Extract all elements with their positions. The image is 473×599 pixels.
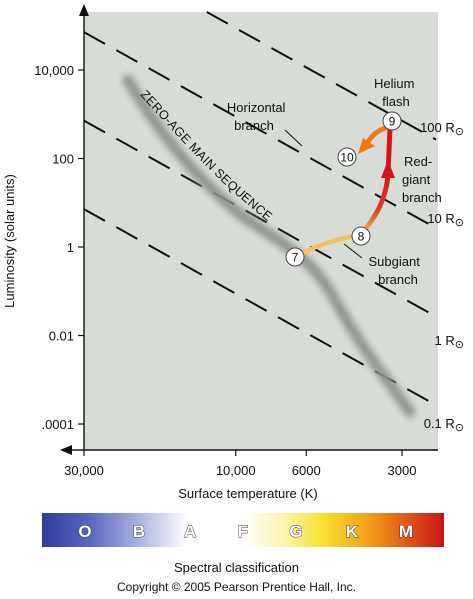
subgiant-branch-label: Subgiant branch — [369, 254, 424, 287]
y-tick-label: 100 — [52, 152, 74, 167]
stage-marker-label: 8 — [358, 230, 365, 244]
y-tick-label: 1 — [67, 240, 74, 255]
radius-label: 1 R⊙ — [435, 333, 464, 351]
y-axis-label: Luminosity (solar units) — [2, 174, 17, 308]
subgiant-branch-pointer — [343, 243, 363, 259]
x-axis-arrow — [60, 445, 72, 455]
y-tick-label: .0001 — [41, 417, 74, 432]
spectral-class-g: G — [289, 522, 302, 541]
stage-marker-label: 7 — [292, 251, 299, 265]
spectral-class-b: B — [133, 522, 145, 541]
x-axis-label: Surface temperature (K) — [178, 486, 317, 501]
x-ticks: 30,000 10,000 6000 3000 — [64, 450, 416, 478]
radius-labels: 100 R⊙ 10 R⊙ 1 R⊙ 0.1 R⊙ — [420, 120, 464, 434]
radius-line — [83, 31, 437, 229]
radius-label: 100 R⊙ — [420, 120, 464, 138]
horizontal-branch-pointer — [284, 129, 303, 147]
y-tick-label: 0.01 — [49, 329, 74, 344]
spectral-bar — [42, 513, 444, 547]
spectral-class-f: F — [238, 522, 248, 541]
track-red-giant-upper — [385, 125, 393, 177]
spectral-class-m: M — [399, 522, 413, 541]
y-ticks: 10,000 100 1 0.01 .0001 — [34, 63, 84, 432]
spectral-class-o: O — [78, 522, 91, 541]
stage-marker-label: 9 — [389, 115, 396, 129]
stage-marker-label: 10 — [340, 151, 354, 165]
stage-marker-10: 10 — [337, 147, 357, 167]
radius-label: 10 R⊙ — [427, 211, 464, 229]
track-helium-flash-arrow — [358, 138, 375, 154]
y-tick-label: 10,000 — [34, 63, 74, 78]
stage-marker-7: 7 — [285, 247, 305, 267]
x-tick-label: 10,000 — [216, 463, 256, 478]
stage-markers: 7 8 9 10 — [285, 111, 402, 267]
radius-line — [206, 11, 437, 141]
annotations: Helium flash Horizontal branch Red- gian… — [227, 76, 442, 287]
red-giant-branch-label: Red- giant branch — [402, 154, 442, 205]
radius-label: 0.1 R⊙ — [424, 416, 464, 434]
horizontal-branch-label: Horizontal branch — [227, 100, 289, 133]
helium-flash-label: Helium flash — [374, 76, 418, 109]
radius-line — [83, 119, 437, 318]
y-axis-arrow — [79, 4, 89, 16]
spectral-classification-title: Spectral classification — [174, 560, 299, 575]
spectral-class-a: A — [184, 522, 196, 541]
x-tick-label: 3000 — [388, 463, 417, 478]
x-tick-label: 30,000 — [64, 463, 104, 478]
stage-marker-8: 8 — [351, 226, 371, 246]
x-tick-label: 6000 — [292, 463, 321, 478]
copyright: Copyright © 2005 Pearson Prentice Hall, … — [117, 580, 356, 594]
stage-marker-9: 9 — [382, 111, 402, 131]
spectral-class-k: K — [346, 522, 359, 541]
